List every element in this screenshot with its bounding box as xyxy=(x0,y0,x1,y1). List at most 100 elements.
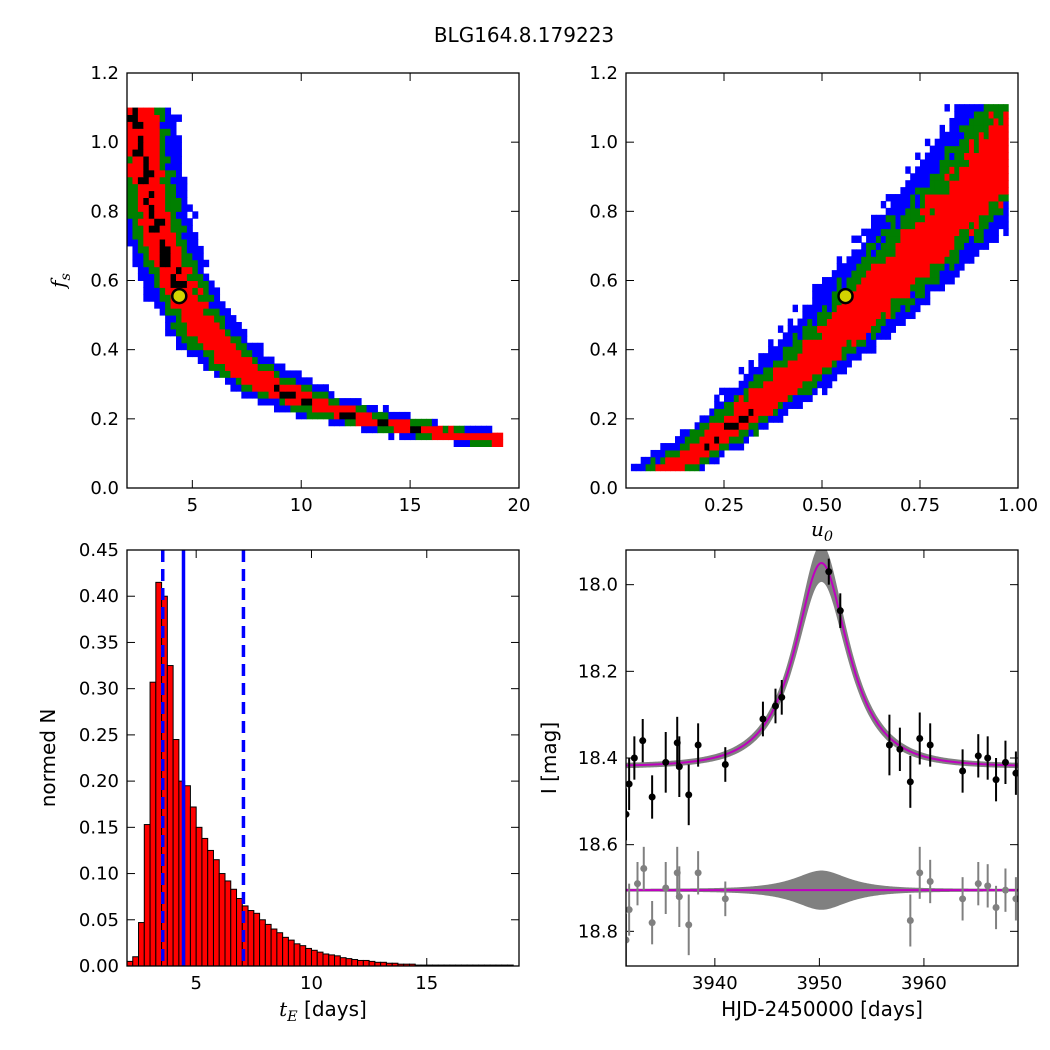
heatmap-cell xyxy=(983,187,990,195)
model-curve xyxy=(626,561,1018,767)
heatmap-cell xyxy=(208,287,215,295)
heatmap-cell xyxy=(983,152,990,160)
heatmap-cell xyxy=(973,180,980,188)
heatmap-cell xyxy=(728,387,735,396)
heatmap-cell xyxy=(733,401,740,409)
heatmap-cell xyxy=(915,221,921,230)
heatmap-cell xyxy=(738,380,745,389)
heatmap-cell xyxy=(831,283,838,292)
heatmap-cell xyxy=(132,176,139,185)
heatmap-cell xyxy=(241,377,248,385)
heatmap-cell xyxy=(382,418,389,427)
heatmap-cell xyxy=(137,162,144,171)
heatmap-cell xyxy=(895,207,901,216)
heatmap-cell xyxy=(181,239,188,247)
heatmap-cell xyxy=(826,366,833,375)
heatmap-cell xyxy=(714,401,720,409)
heatmap-cell xyxy=(137,169,144,178)
heatmap-cell xyxy=(807,311,813,320)
heatmap-cell xyxy=(154,121,161,129)
heatmap-cell xyxy=(225,315,231,323)
heatmap-cell xyxy=(807,332,813,340)
heatmap-cell xyxy=(176,156,182,164)
heatmap-cell xyxy=(959,235,965,243)
heatmap-cell xyxy=(154,252,161,261)
heatmap-cell xyxy=(176,328,182,337)
heatmap-cell xyxy=(880,242,887,250)
heatmap-cell xyxy=(939,214,945,223)
heatmap-cell xyxy=(724,422,730,430)
heatmap-cell xyxy=(159,239,166,247)
heatmap-cell xyxy=(807,304,813,313)
heatmap-cell xyxy=(929,242,936,250)
heatmap-cell xyxy=(154,149,161,157)
heatmap-cell xyxy=(670,456,676,465)
heatmap-cell xyxy=(782,339,789,347)
heatmap-cell xyxy=(630,463,637,472)
heatmap-cell xyxy=(699,422,705,430)
lightcurve-plot-area xyxy=(626,550,1018,966)
data-point xyxy=(639,737,647,745)
heatmap-cell xyxy=(170,239,177,247)
heatmap-cell xyxy=(203,322,210,330)
heatmap-cell xyxy=(328,398,335,406)
heatmap-cell xyxy=(822,346,828,354)
heatmap-cell xyxy=(861,270,867,278)
heatmap-cell xyxy=(709,408,715,416)
heatmap-cell xyxy=(866,270,872,278)
residual-point xyxy=(675,893,683,901)
heatmap-cell xyxy=(148,190,155,198)
heatmap-cell xyxy=(665,456,671,465)
heatmap-cell xyxy=(929,221,936,230)
heatmap-cell xyxy=(675,456,681,465)
heatmap-cell xyxy=(777,325,784,333)
heatmap-cell xyxy=(170,162,177,171)
heatmap-cell xyxy=(768,353,774,361)
heatmap-cell xyxy=(920,173,926,181)
heatmap-cell xyxy=(459,432,466,441)
heatmap-cell xyxy=(714,449,720,458)
heatmap-cell xyxy=(885,263,892,271)
heatmap-cell xyxy=(192,252,199,261)
heatmap-cell xyxy=(235,363,242,371)
heatmap-cell xyxy=(934,159,941,167)
heatmap-cell xyxy=(954,256,960,264)
heatmap-cell xyxy=(738,394,745,403)
heatmap-cell xyxy=(954,249,960,257)
heatmap-cell xyxy=(988,159,994,167)
histogram-bar xyxy=(259,919,266,967)
heatmap-cell xyxy=(954,166,960,174)
heatmap-cell xyxy=(973,194,980,202)
y-tick-label: 18.0 xyxy=(578,575,618,596)
heatmap-cell xyxy=(959,159,965,167)
heatmap-cell xyxy=(846,318,852,326)
heatmap-cell xyxy=(301,391,308,399)
heatmap-cell xyxy=(983,194,990,202)
y-tick-label: 18.2 xyxy=(578,661,618,682)
heatmap-cell xyxy=(132,232,139,240)
heatmap-cell xyxy=(241,363,248,371)
heatmap-cell xyxy=(777,353,784,361)
heatmap-cell xyxy=(203,335,210,344)
heatmap-cell xyxy=(306,391,313,399)
heatmap-cell xyxy=(910,221,916,230)
heatmap-cell xyxy=(880,311,887,320)
heatmap-cell xyxy=(988,145,994,154)
heatmap-cell xyxy=(851,346,857,354)
data-point xyxy=(778,693,786,701)
heatmap-cell xyxy=(743,415,749,423)
heatmap-cell xyxy=(807,366,813,375)
heatmap-cell xyxy=(831,290,838,299)
heatmap-cell xyxy=(875,263,882,271)
heatmap-cell xyxy=(880,235,887,243)
heatmap-cell xyxy=(143,204,150,212)
heatmap-cell xyxy=(822,297,828,306)
heatmap-cell xyxy=(812,360,818,368)
heatmap-cell xyxy=(939,131,945,140)
heatmap-cell xyxy=(143,294,150,302)
heatmap-cell xyxy=(728,422,735,430)
histogram-bar xyxy=(357,959,364,967)
heatmap-cell xyxy=(861,263,867,271)
histogram-bar xyxy=(132,956,140,967)
heatmap-cell xyxy=(885,221,892,230)
